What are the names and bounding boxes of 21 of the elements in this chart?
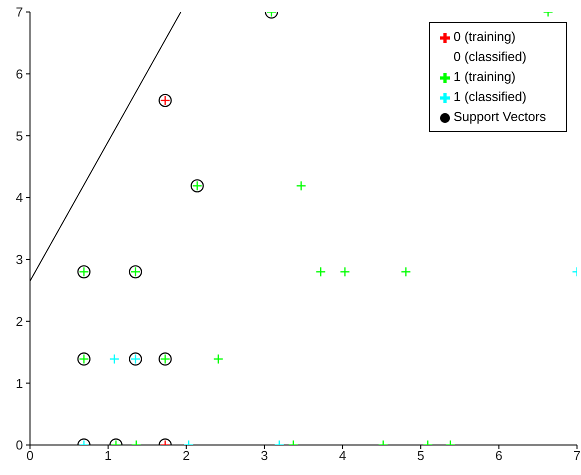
x-tick-label: 5: [417, 448, 424, 464]
text: 0 (classified): [454, 49, 526, 64]
x-tick-label: 7: [573, 448, 581, 464]
legend-label: Support Vectors: [454, 109, 546, 124]
x-tick-label: 4: [338, 448, 346, 464]
x-tick-label: 0: [26, 448, 34, 464]
y-tick-label: 1: [16, 376, 23, 391]
x-tick-label: 3: [260, 448, 268, 464]
y-tick-label: 4: [16, 190, 23, 206]
legend-label: 1 (training): [454, 69, 516, 84]
y-tick-label: 7: [16, 4, 23, 20]
x-tick-label: 2: [182, 448, 190, 464]
y-tick-label: 5: [16, 128, 23, 144]
y-tick-label: 6: [16, 66, 23, 82]
legend-label: 0 (training): [454, 29, 516, 44]
legend-label: 1 (classified): [454, 89, 526, 104]
y-tick-label: 3: [16, 252, 23, 268]
y-tick-label: 0: [16, 438, 23, 453]
x-tick-label: 6: [495, 448, 502, 464]
y-tick-label: 2: [16, 314, 23, 329]
x-tick-label: 1: [104, 448, 112, 464]
